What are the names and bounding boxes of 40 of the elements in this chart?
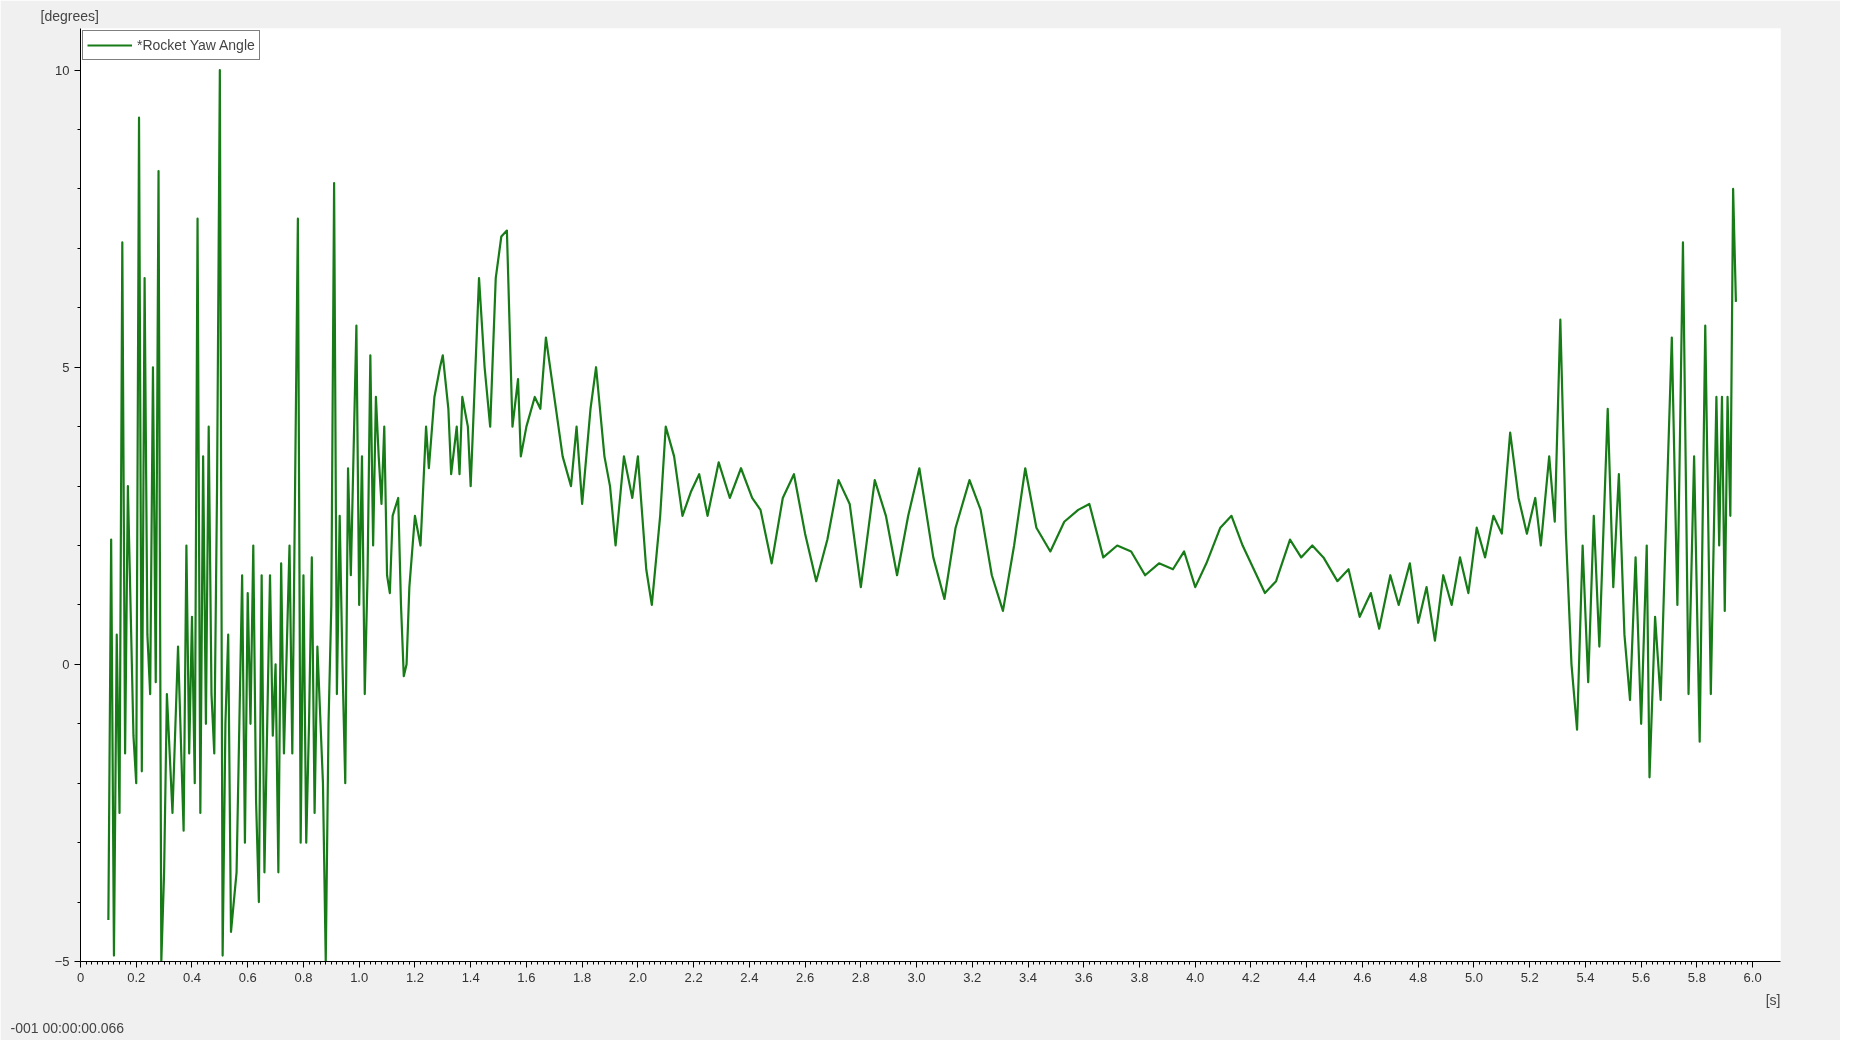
x-tick-label: 0.4 bbox=[182, 969, 202, 985]
x-tick-label: 1.6 bbox=[517, 969, 536, 985]
x-tick-label: 3.4 bbox=[1019, 969, 1038, 985]
x-tick-label: 3.8 bbox=[1130, 969, 1149, 985]
x-tick-label: 2.4 bbox=[740, 969, 759, 985]
x-tick-label: 5.4 bbox=[1576, 969, 1595, 985]
x-tick-label: 4.0 bbox=[1186, 969, 1205, 985]
line-series bbox=[107, 69, 1738, 962]
y-tick-label: 0 bbox=[62, 656, 70, 672]
x-tick-label: 2.6 bbox=[796, 969, 815, 985]
y-axis-title: [degrees] bbox=[40, 7, 99, 24]
x-tick-label: 4.2 bbox=[1241, 969, 1261, 985]
x-tick-label: 1.2 bbox=[405, 969, 424, 985]
x-tick-label: 1.0 bbox=[350, 969, 369, 985]
y-tick-label: −5 bbox=[54, 954, 70, 969]
x-tick-label: 0.6 bbox=[238, 969, 257, 985]
x-tick-label: 1.4 bbox=[461, 969, 480, 985]
x-tick-label: 5.6 bbox=[1632, 969, 1651, 985]
x-tick-label: 2.8 bbox=[851, 969, 870, 985]
y-tick-label: 10 bbox=[55, 62, 70, 78]
x-tick-label: 3.2 bbox=[963, 969, 982, 985]
x-tick-label: 2.2 bbox=[684, 969, 703, 985]
x-tick-label: 1.8 bbox=[573, 969, 592, 985]
legend-label: *Rocket Yaw Angle bbox=[137, 37, 255, 53]
x-tick-label: 5.8 bbox=[1687, 969, 1706, 985]
x-tick-label: 5.0 bbox=[1464, 969, 1483, 985]
x-tick-label: 4.4 bbox=[1297, 969, 1316, 985]
y-tick-label: 5 bbox=[62, 359, 70, 375]
x-tick-label: 4.8 bbox=[1409, 969, 1428, 985]
x-tick-label: 6.0 bbox=[1743, 969, 1762, 985]
x-tick-label: 4.6 bbox=[1353, 969, 1372, 985]
x-tick-label: 0.2 bbox=[127, 969, 146, 985]
x-tick-label: 3.6 bbox=[1074, 969, 1093, 985]
x-tick-label: 0 bbox=[76, 969, 85, 985]
x-tick-label: 5.2 bbox=[1520, 969, 1539, 985]
x-tick-label: 2.0 bbox=[628, 969, 647, 985]
text: -001 00:00:00.066 bbox=[10, 1019, 125, 1036]
x-axis-title: [s] bbox=[1765, 991, 1781, 1008]
x-tick-label: 0.8 bbox=[294, 969, 313, 985]
x-tick-label: 3.0 bbox=[907, 969, 926, 985]
